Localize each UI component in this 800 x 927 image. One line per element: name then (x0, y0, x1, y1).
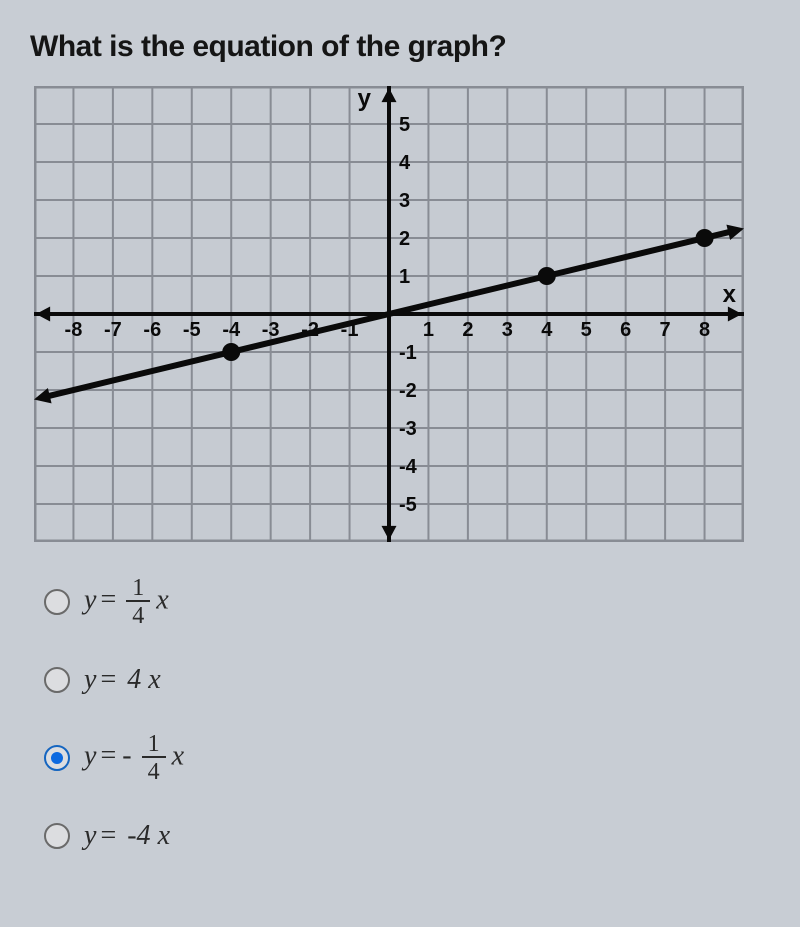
svg-text:5: 5 (581, 319, 592, 341)
svg-text:-1: -1 (399, 342, 417, 364)
radio-button[interactable] (44, 667, 70, 693)
svg-text:5: 5 (399, 114, 410, 136)
option-label: y= -4 x (84, 820, 170, 852)
svg-text:-7: -7 (104, 319, 122, 341)
svg-text:6: 6 (620, 319, 631, 341)
svg-text:2: 2 (399, 228, 410, 250)
svg-text:-6: -6 (143, 319, 161, 341)
svg-text:2: 2 (462, 319, 473, 341)
svg-text:-8: -8 (65, 319, 83, 341)
svg-text:-4: -4 (222, 319, 241, 341)
svg-text:-3: -3 (262, 319, 280, 341)
svg-text:-3: -3 (399, 418, 417, 440)
option-label: y=14x (84, 576, 169, 628)
svg-text:-4: -4 (399, 456, 418, 478)
svg-text:1: 1 (399, 266, 410, 288)
option-label: y=-14x (84, 732, 184, 784)
svg-text:3: 3 (399, 190, 410, 212)
svg-text:x: x (723, 281, 737, 308)
answer-option-3[interactable]: y= -4 x (44, 820, 772, 852)
svg-text:3: 3 (502, 319, 513, 341)
graph-chart: -8-7-6-5-4-3-2-11234567854321-1-2-3-4-5y… (34, 86, 744, 542)
question-text: What is the equation of the graph? (30, 30, 772, 64)
svg-text:7: 7 (660, 319, 671, 341)
option-label: y= 4 x (84, 664, 161, 696)
svg-text:y: y (358, 86, 372, 112)
svg-text:8: 8 (699, 319, 710, 341)
svg-text:4: 4 (541, 319, 553, 341)
graph-svg: -8-7-6-5-4-3-2-11234567854321-1-2-3-4-5y… (34, 86, 744, 542)
svg-text:-5: -5 (399, 494, 417, 516)
svg-text:4: 4 (399, 152, 411, 174)
radio-button[interactable] (44, 745, 70, 771)
radio-button[interactable] (44, 823, 70, 849)
answer-options: y=14x y= 4 x y=-14x y= -4 x (44, 576, 772, 852)
svg-text:-2: -2 (399, 380, 417, 402)
svg-text:-5: -5 (183, 319, 201, 341)
answer-option-0[interactable]: y=14x (44, 576, 772, 628)
answer-option-2[interactable]: y=-14x (44, 732, 772, 784)
answer-option-1[interactable]: y= 4 x (44, 664, 772, 696)
radio-button[interactable] (44, 589, 70, 615)
svg-text:1: 1 (423, 319, 434, 341)
